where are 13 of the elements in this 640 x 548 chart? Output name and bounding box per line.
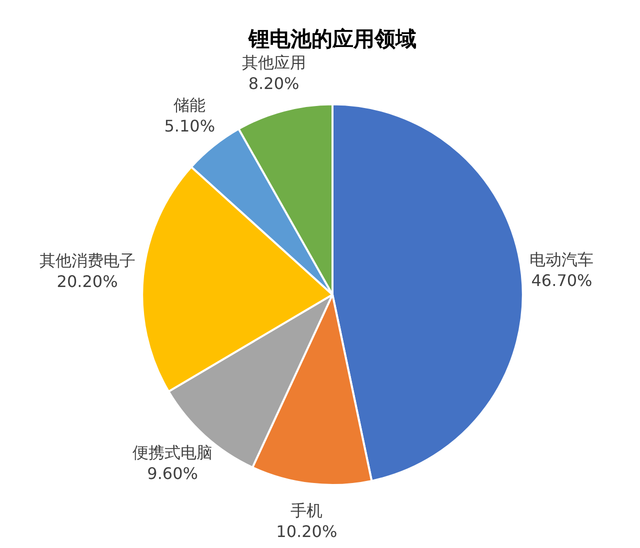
slice-label: 电动汽车 (530, 250, 594, 270)
slice-label: 手机 (290, 500, 323, 520)
slice-label: 其他消费电子 (39, 250, 136, 270)
data-label: 9.60% (147, 464, 198, 484)
data-label: 46.70% (531, 271, 592, 290)
chart-title: 锂电池的应用领域 (248, 27, 416, 52)
slice-label: 其他应用 (242, 52, 306, 72)
data-label: 8.20% (248, 74, 300, 93)
data-label: 5.10% (164, 116, 216, 136)
data-label: 10.20% (276, 522, 338, 541)
slice-label: 储能 (174, 95, 206, 114)
data-label: 20.20% (56, 272, 118, 291)
slice-label: 便携式电脑 (132, 443, 213, 462)
